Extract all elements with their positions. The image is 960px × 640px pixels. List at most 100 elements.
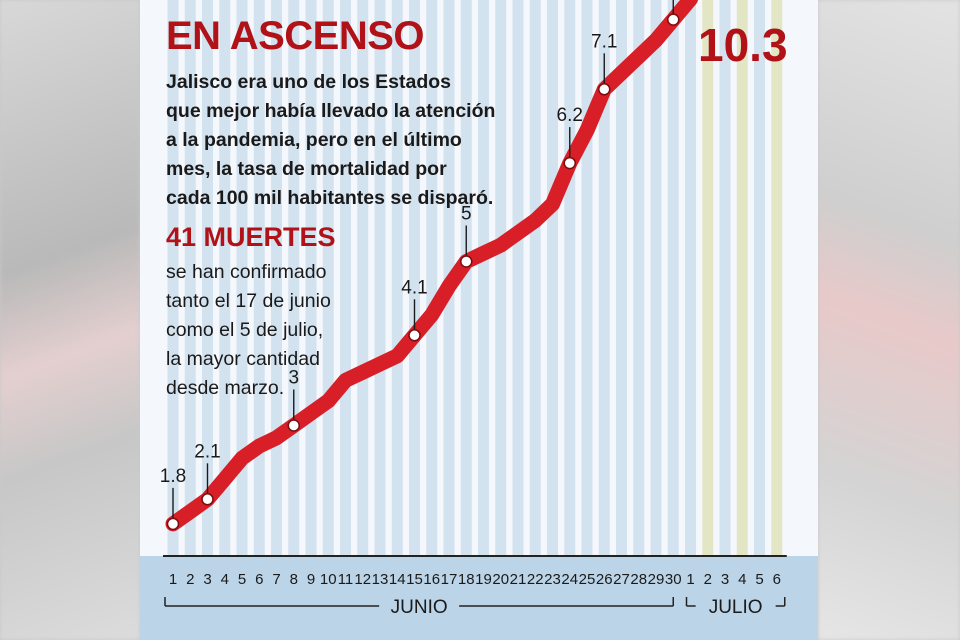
x-tick-label: 13 (372, 571, 389, 588)
x-tick-label: 18 (458, 571, 475, 588)
month-label: JUNIO (391, 597, 448, 618)
infographic-card: 1 2 3 4 5 6 7 8 9 10 11 12 13 14 15 16 17 18 19 20 21 22 23 24 2… (140, 0, 818, 640)
x-tick-label: 3 (203, 571, 211, 588)
day-stripe (460, 0, 472, 556)
x-tick-label: 7 (272, 571, 280, 588)
day-stripe (685, 0, 696, 556)
day-stripe (426, 0, 438, 556)
background-left (0, 0, 140, 640)
description-line: Jalisco era uno de los Estados (166, 71, 452, 93)
x-tick-label: 24 (561, 571, 578, 588)
deaths-subhead: 41 MUERTES (166, 222, 336, 252)
day-stripe (305, 0, 317, 556)
data-point (201, 493, 214, 506)
day-stripe (271, 0, 282, 556)
x-tick-label: 5 (755, 571, 763, 588)
data-points: 1.82.134.156.27.18.2910 (160, 0, 680, 531)
x-tick-label: 21 (510, 571, 527, 588)
x-tick-label: 23 (544, 571, 561, 588)
day-stripe (236, 0, 248, 556)
description-line: que mejor había llevado la atención (166, 100, 496, 122)
day-stripe (633, 0, 645, 556)
description-line: cada 100 mil habitantes se disparó. (166, 187, 494, 209)
background-right (818, 0, 960, 640)
day-stripe (478, 0, 489, 556)
x-axis: 1 2 3 4 5 6 7 8 9 10 11 12 13 14 15 16 17 18 19 20 21 22 23 24 2… (163, 555, 787, 618)
description-line: a la pandemia, pero en el último (166, 129, 462, 151)
day-stripe (409, 0, 420, 556)
x-tick-label: 9 (307, 571, 315, 588)
note-line: desde marzo. (166, 377, 285, 399)
x-tick-label: 10 (320, 571, 337, 588)
x-tick-label: 19 (475, 571, 492, 588)
x-tick-label: 4 (738, 571, 746, 588)
latest-value-label: 10.3 (698, 19, 788, 71)
chart-title: EN ASCENSO (166, 14, 425, 58)
data-label: 7.1 (591, 31, 617, 52)
note-line: como el 5 de julio, (166, 319, 324, 341)
x-tick-label: 6 (773, 571, 781, 588)
day-stripe (650, 0, 662, 556)
data-point (408, 329, 421, 342)
day-stripe (202, 0, 213, 556)
x-tick-label: 12 (354, 571, 371, 588)
day-stripe (288, 0, 300, 556)
x-tick-label: 20 (492, 571, 509, 588)
day-stripe (391, 0, 403, 556)
highlight-stripe (702, 0, 714, 556)
x-tick-label: 29 (648, 571, 665, 588)
data-label: 5 (461, 204, 472, 225)
data-label: 2.1 (194, 441, 220, 462)
x-tick-label: 8 (290, 571, 298, 588)
x-tick-label: 2 (704, 571, 712, 588)
day-stripe (184, 0, 196, 556)
data-point (287, 419, 300, 432)
x-tick-label: 16 (423, 571, 440, 588)
day-stripes (167, 0, 783, 556)
data-label: 4.1 (401, 277, 427, 298)
x-tick-label: 30 (665, 571, 682, 588)
x-tick-label: 1 (686, 571, 694, 588)
data-label: 3 (288, 368, 299, 389)
x-tick-label: 2 (186, 571, 194, 588)
deaths-note: se han confirmado tanto el 17 de junio c… (166, 258, 396, 403)
data-label: 1.8 (160, 466, 186, 487)
day-stripe (322, 0, 334, 556)
day-stripe (340, 0, 351, 556)
x-tick-label: 28 (630, 571, 647, 588)
day-stripe (253, 0, 265, 556)
month-label: JULIO (709, 597, 763, 618)
data-label: 6.2 (557, 105, 583, 126)
data-point (598, 83, 611, 96)
note-line: se han confirmado (166, 261, 327, 283)
x-tick-label: 5 (238, 571, 246, 588)
data-point (460, 255, 473, 268)
day-stripe (512, 0, 524, 556)
day-stripe (167, 0, 179, 556)
day-stripe (754, 0, 765, 556)
x-tick-label: 1 (169, 571, 177, 588)
x-tick-label: 17 (441, 571, 458, 588)
day-stripe (598, 0, 610, 556)
x-tick-label: 11 (338, 571, 354, 588)
x-tick-label: 22 (527, 571, 544, 588)
x-tick-label: 3 (721, 571, 729, 588)
x-tick-label: 27 (613, 571, 630, 588)
axis-band (140, 556, 818, 640)
day-stripe (374, 0, 386, 556)
day-stripe (219, 0, 231, 556)
day-stripe (616, 0, 627, 556)
day-stripe (719, 0, 731, 556)
mortality-rate-line-chart: 1 2 3 4 5 6 7 8 9 10 11 12 13 14 15 16 17 18 19 20 21 22 23 24 2… (140, 0, 818, 640)
highlight-stripe (771, 0, 783, 556)
note-line: tanto el 17 de junio (166, 290, 331, 312)
x-tick-label: 14 (389, 571, 406, 588)
chart-description: Jalisco era uno de los Estados que mejor… (166, 68, 556, 213)
data-point (166, 517, 180, 531)
x-tick-label: 4 (221, 571, 229, 588)
x-tick-label: 26 (596, 571, 613, 588)
day-stripe (357, 0, 369, 556)
day-stripe (547, 0, 558, 556)
day-stripe (564, 0, 576, 556)
x-tick-label: 6 (255, 571, 263, 588)
